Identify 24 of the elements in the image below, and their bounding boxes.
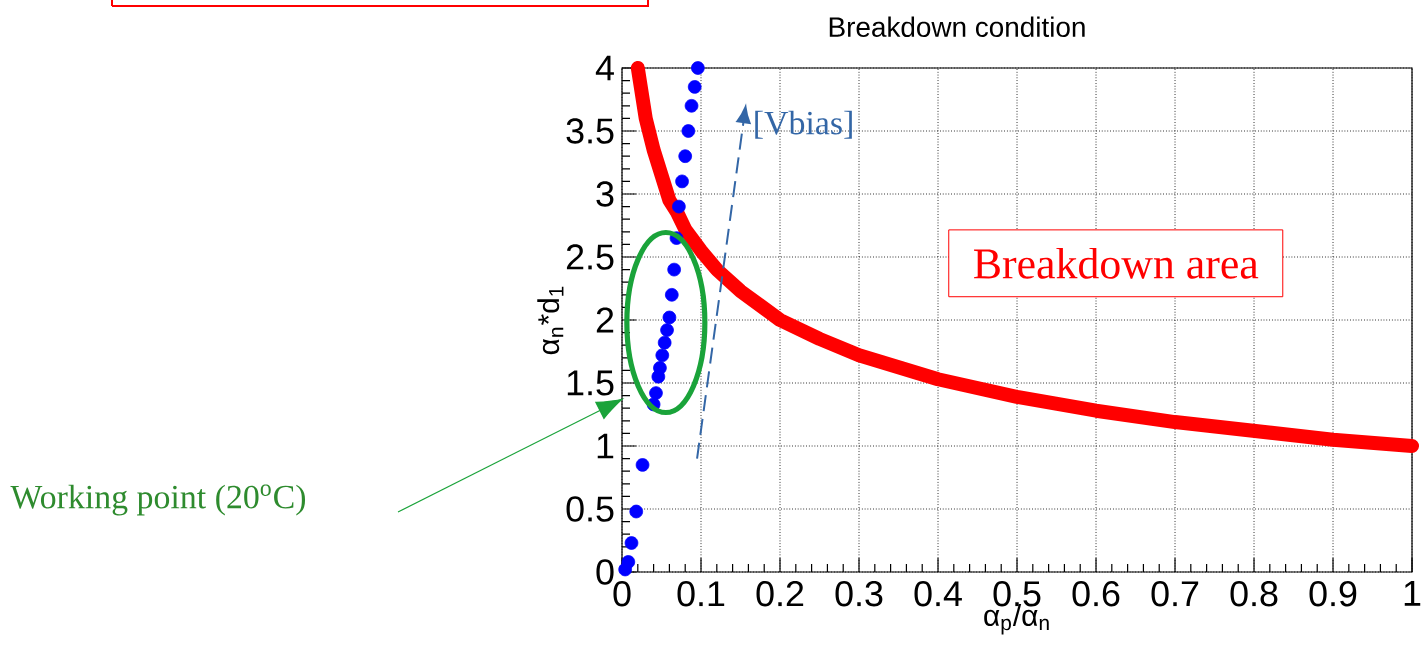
- y-tick-label: 0: [596, 559, 614, 585]
- y-tick-label: 2.5: [566, 244, 614, 270]
- annotation: Breakdown area: [974, 247, 1259, 279]
- x-tick-label: 1: [1404, 581, 1421, 606]
- x-tick-label: 0.1: [677, 581, 725, 607]
- y-axis-title: α$_{n}$*d$_{1}$: [537, 286, 564, 355]
- text: Working point (20$^{o}$C): [10, 484, 306, 516]
- x-tick-label: 0.4: [914, 581, 962, 607]
- y-tick-label: 1: [597, 433, 614, 459]
- x-tick-label: 0.7: [1151, 581, 1199, 607]
- x-tick-label: 0.3: [835, 581, 883, 607]
- x-tick-label: 0.2: [756, 581, 804, 607]
- x-tick-label: 0.8: [1230, 581, 1278, 607]
- x-tick-label: 0: [613, 581, 631, 607]
- y-tick-label: 3.5: [566, 118, 614, 144]
- annotation: [Vbias]: [755, 110, 852, 139]
- x-tick-label: 0.6: [1072, 581, 1120, 607]
- y-tick-label: 1.5: [567, 370, 614, 396]
- y-tick-label: 2: [596, 307, 614, 333]
- x-tick-label: 0.9: [1309, 581, 1357, 607]
- y-tick-label: 4: [595, 55, 614, 81]
- y-tick-label: 0.5: [566, 496, 614, 522]
- chart-title: Breakdown condition: [829, 16, 1085, 38]
- y-tick-label: 3: [596, 181, 614, 207]
